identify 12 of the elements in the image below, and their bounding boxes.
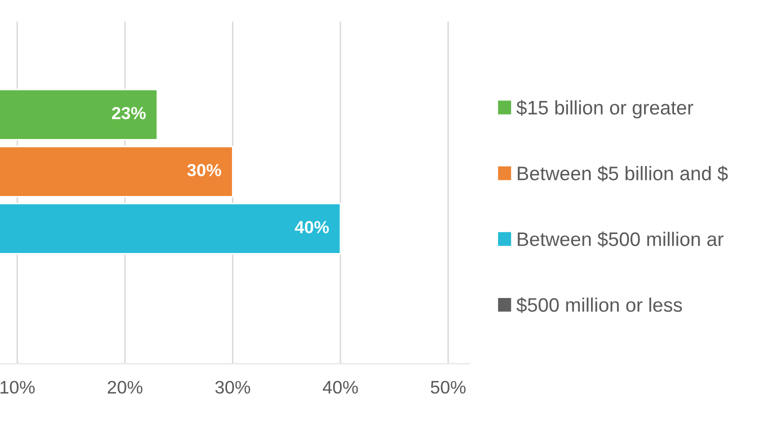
legend-label: $500 million or less: [516, 297, 682, 314]
legend-label: Between $500 million ar: [518, 232, 724, 248]
data-label: 30%: [187, 164, 222, 176]
x-tick-label: 50%: [430, 380, 466, 394]
data-label: 23%: [112, 106, 146, 120]
x-tick-label: 10%: [0, 380, 35, 394]
legend-label: $15 billion or greater: [516, 100, 694, 118]
legend-label: Between $5 billion and $: [518, 166, 728, 182]
x-tick-label: 30%: [215, 380, 250, 394]
x-tick-label: 20%: [108, 380, 142, 394]
x-tick-label: 40%: [322, 380, 358, 394]
data-label: 40%: [294, 220, 329, 234]
